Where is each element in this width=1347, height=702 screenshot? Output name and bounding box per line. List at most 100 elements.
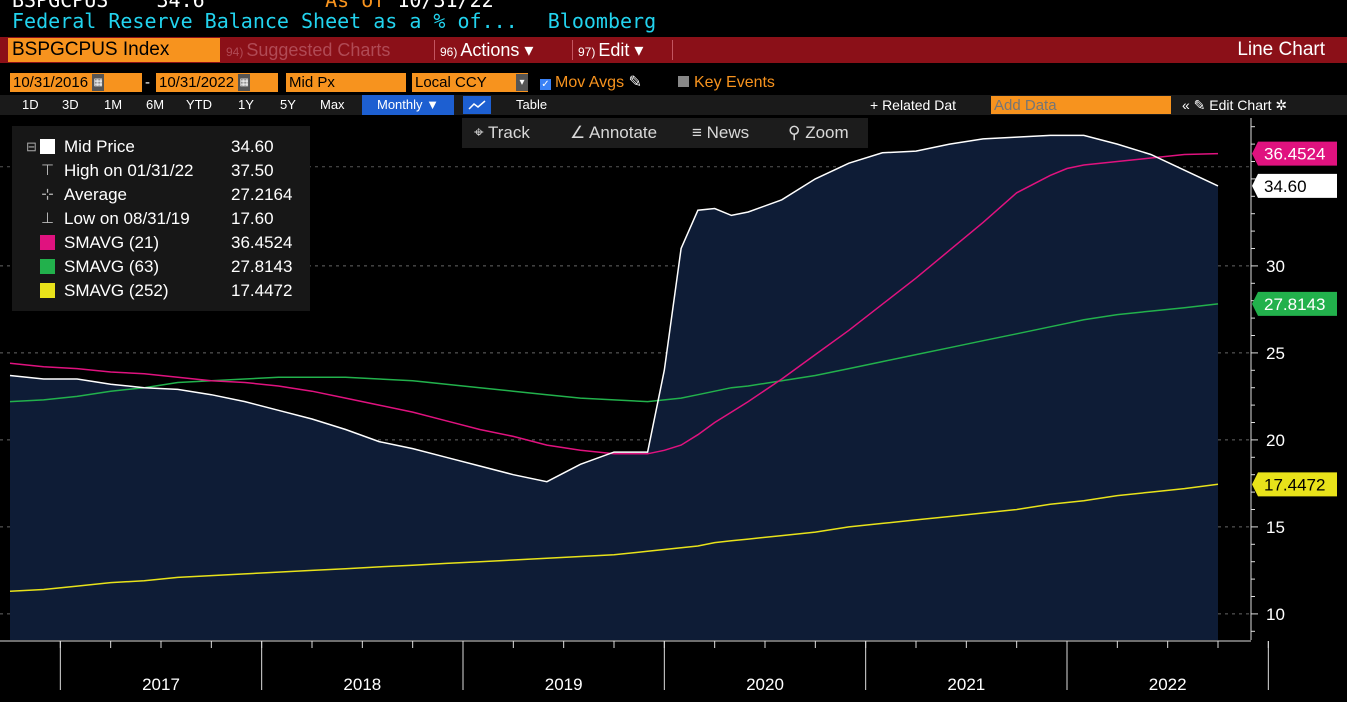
top-strip: BSPGCPUS 34.6 As of 10/31/22 Federal Res… [0,0,1347,36]
legend-value: 36.4524 [231,233,293,252]
last-value-tag [1252,291,1337,316]
legend-row-sma252[interactable]: SMAVG (252) 17.4472 [12,279,310,303]
suggested-label: Suggested Charts [246,40,391,60]
x-tick-label: 2017 [142,675,180,694]
chart-toolbar [462,118,868,148]
y-tick-label: 25 [1266,344,1285,363]
suggested-charts-button[interactable]: 94) Suggested Charts [226,38,390,62]
collapse-icon[interactable]: ⊟ [26,139,37,154]
legend-label: SMAVG (63) [64,257,160,276]
legend-value: 17.60 [231,209,274,228]
currency-select[interactable]: Local CCY ▾ [412,73,528,92]
divider [572,40,573,60]
add-data-input[interactable] [991,96,1171,114]
divider [672,40,673,60]
checkbox-checked-icon[interactable]: ✓ [540,79,551,90]
start-date-field[interactable]: 10/31/2016 ▦ [10,73,142,92]
field-select[interactable]: Mid Px [286,73,406,92]
x-tick-label: 2022 [1149,675,1187,694]
x-axis: 2017 2018 2019 2020 2021 2022 [59,641,1269,694]
table-button[interactable]: Table [516,97,548,112]
asof-date: 10/31/22 [397,0,494,12]
legend-row-average[interactable]: ⊹ Average 27.2164 [12,183,310,207]
legend-row-high[interactable]: ⊤ High on 01/31/22 37.50 [12,159,310,183]
legend-label: High on 01/31/22 [64,161,194,180]
mid-price-line [9,134,1219,483]
chart-type-label: Line Chart [1237,39,1325,60]
suggested-num: 94) [226,45,244,59]
y-tick-label: 20 [1266,431,1285,450]
crosshair-icon: ⌖ [474,123,484,142]
legend-panel: ⊟ Mid Price 34.60 ⊤ High on 01/31/22 37.… [12,126,310,311]
line-chart-glyph [468,100,486,110]
y-axis: 10 15 20 25 30 [1251,126,1285,632]
last-value-tag [1252,173,1337,198]
ticker-field[interactable]: BSPGCPUS Index [8,38,220,62]
period-3d[interactable]: 3D [62,97,79,112]
divider [434,40,435,60]
key-events-toggle[interactable]: Key Events [678,73,775,92]
legend-swatch-yellow [40,283,55,298]
x-tick-label: 2021 [947,675,985,694]
magnifier-icon: ⚲ [788,123,801,142]
actions-label: Actions ▾ [460,40,534,60]
period-max[interactable]: Max [320,97,345,112]
legend-row-mid-price[interactable]: ⊟ Mid Price 34.60 [12,135,310,159]
source-label: Bloomberg [547,9,657,33]
news-icon: ≡ [692,123,702,142]
top-ticker: BSPGCPUS [12,0,109,12]
last-value-tags: 36.4524 34.60 27.8143 17.4472 [1252,141,1337,497]
annotate-button[interactable]: ∠ Annotate [570,118,657,148]
edit-button[interactable]: 97) Edit ▾ [578,38,643,62]
mov-avgs-label: Mov Avgs [555,74,625,91]
legend-label: SMAVG (21) [64,233,160,252]
news-button[interactable]: ≡ News [692,118,749,148]
legend-row-sma63[interactable]: SMAVG (63) 27.8143 [12,255,310,279]
actions-num: 96) [440,45,458,59]
period-5y[interactable]: 5Y [280,97,296,112]
period-ytd[interactable]: YTD [186,97,212,112]
period-1d[interactable]: 1D [22,97,39,112]
low-marker-icon: ⊥ [40,210,55,227]
period-6m[interactable]: 6M [146,97,165,112]
mov-avgs-toggle[interactable]: ✓ Mov Avgs ✎ [540,73,642,92]
average-marker-icon: ⊹ [41,186,54,203]
calendar-icon[interactable]: ▦ [92,74,105,91]
legend-swatch-green [40,259,55,274]
chevron-down-icon[interactable]: ▾ [516,74,528,91]
annotate-icon: ∠ [570,123,586,142]
end-date-field[interactable]: 10/31/2022 ▦ [156,73,278,92]
checkbox-unchecked-icon[interactable] [678,76,689,87]
line-chart-icon[interactable] [463,96,491,114]
last-value-label: 17.4472 [1264,475,1325,494]
legend-label: Mid Price [64,137,135,156]
function-bar [0,37,1347,63]
legend-row-low[interactable]: ⊥ Low on 08/31/19 17.60 [12,207,310,231]
start-date: 10/31/2016 [13,74,89,91]
x-tick-label: 2019 [545,675,583,694]
last-value-tag [1252,141,1337,166]
asof-label: As of [325,0,386,12]
related-data-button[interactable]: + Related Dat [870,97,956,113]
period-1m[interactable]: 1M [104,97,123,112]
actions-button[interactable]: 96) Actions ▾ [440,38,533,62]
period-1y[interactable]: 1Y [238,97,254,112]
legend-label: Low on 08/31/19 [64,209,190,228]
last-value-label: 36.4524 [1264,145,1325,164]
frequency-select[interactable]: Monthly ▼ [362,95,454,115]
zoom-button[interactable]: ⚲ Zoom [788,118,849,148]
last-value-label: 27.8143 [1264,295,1325,314]
y-tick-label: 10 [1266,605,1285,624]
track-button[interactable]: ⌖ Track [474,118,530,148]
edit-chart-button[interactable]: « ✎ Edit Chart ✲ [1182,97,1288,113]
annotate-label: Annotate [589,123,658,142]
track-label: Track [488,123,530,142]
y-tick-label: 15 [1266,518,1285,537]
end-date: 10/31/2022 [159,74,235,91]
pencil-icon[interactable]: ✎ [628,74,642,91]
sma21-line [9,152,1219,455]
calendar-icon[interactable]: ▦ [238,74,251,91]
legend-row-sma21[interactable]: SMAVG (21) 36.4524 [12,231,310,255]
y-tick-label: 30 [1266,257,1285,276]
